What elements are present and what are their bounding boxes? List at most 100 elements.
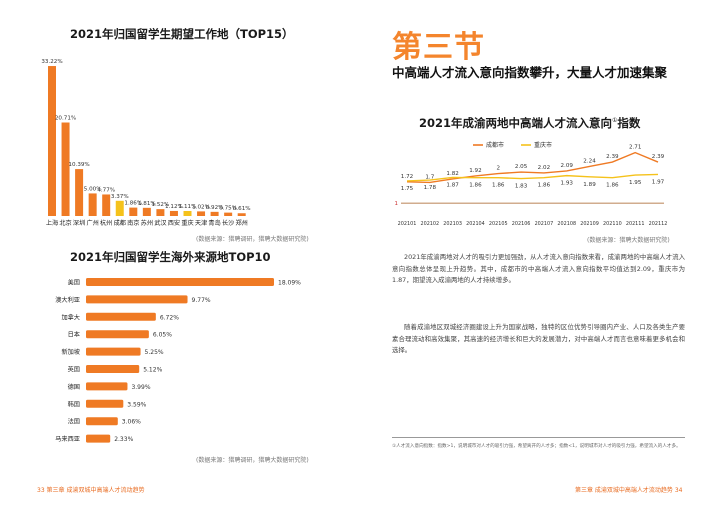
footnote-divider (392, 437, 685, 438)
chart2-origin-bar-chart: 美国 18.09% 澳大利亚 9.77% 加拿大 6.72% 日本 6.05% 新加坡 5.25%… (55, 278, 301, 443)
chart2-bar (86, 347, 141, 356)
chart1-data-label: 33.22% (41, 59, 62, 65)
chart1-bar (129, 207, 138, 216)
chart1-category-label: 广州 (86, 219, 98, 227)
chart2-data-label: 9.77% (192, 297, 211, 304)
right-page: 第三节 中高端人才流入意向指数攀升，大量人才加速集聚 2021年成渝两地中高端人… (355, 0, 710, 512)
chart2-category-label: 日本 (68, 331, 80, 339)
chart1-data-label: 1.12% (165, 204, 183, 210)
chart2-bar (86, 365, 140, 373)
chart2-bar (86, 382, 128, 391)
chart1-bar (169, 210, 178, 216)
chart3-legend-label: 重庆市 (534, 141, 552, 149)
chart2-bar (86, 330, 149, 339)
chart3-data-label: 1.95 (629, 180, 642, 186)
chart3-data-label: 1.93 (560, 181, 573, 187)
chart1-bar (115, 200, 124, 216)
right-footer: 第三章 成渝双城中高端人才流动趋势 34 (575, 487, 683, 494)
chart1-bar (88, 193, 97, 216)
chart3-data-label: 2.09 (560, 163, 573, 169)
chart2-data-label: 2.33% (114, 436, 133, 443)
chart3-title-tail: 指数 (617, 116, 641, 130)
chart3-x-tick-label: 202105 (489, 221, 508, 227)
chart3-x-tick-label: 202111 (626, 221, 645, 227)
chart1-data-label: 1.02% (192, 204, 210, 210)
chart2-bar (86, 312, 156, 321)
chart2-category-label: 法国 (68, 418, 80, 426)
chart2-data-label: 6.72% (160, 314, 179, 321)
chart1-data-label: 20.71% (55, 116, 76, 122)
chart3-title-footnote-mark: ① (612, 117, 618, 125)
chart2-bar (86, 399, 124, 408)
chart2-category-label: 马来西亚 (55, 435, 80, 443)
chart2-category-label: 美国 (68, 279, 80, 287)
chart3-data-label: 2.24 (583, 158, 596, 164)
chart1-workplace-bar-chart: 33.22% 上海 20.71% 北京 10.39% 深圳 5.00% 广州 4.77% 杭州 3.… (41, 59, 251, 227)
chart3-data-label: 1.7 (425, 174, 434, 180)
chart3-data-label: 1.86 (492, 183, 505, 189)
chart2-category-label: 德国 (68, 383, 80, 391)
chart3-data-label: 1.87 (446, 182, 459, 188)
chart3-series-line (406, 173, 659, 182)
chart3-x-tick-label: 202109 (580, 221, 599, 227)
chart1-bar (183, 210, 192, 216)
chart3-data-label: 1.75 (401, 186, 414, 192)
chart1-data-label: 1.52% (152, 202, 170, 208)
chart2-data-label: 5.25% (145, 349, 164, 356)
chart1-bar (156, 209, 165, 216)
section-heading: 第三节 (392, 30, 485, 65)
chart1-data-label: 0.61% (233, 206, 251, 212)
chart3-data-label: 1.83 (515, 184, 528, 190)
chart1-category-label: 上海 (46, 219, 58, 227)
chart3-legend-label: 成都市 (486, 141, 504, 149)
chart3-data-label: 2.71 (629, 145, 642, 151)
chart3-data-label: 2 (496, 166, 500, 172)
chart1-data-label: 0.75% (219, 206, 237, 212)
chart2-data-label: 3.06% (122, 419, 141, 426)
chart3-data-label: 1.78 (424, 185, 437, 191)
chart2-category-label: 澳大利亚 (55, 296, 80, 304)
chart3-data-label: 1.89 (583, 182, 596, 188)
chart2-category-label: 新加坡 (61, 348, 80, 356)
chart3-reference-label: 1 (395, 201, 399, 207)
chart1-category-label: 苏州 (141, 219, 153, 227)
chart1-data-label: 0.92% (206, 205, 224, 211)
chart2-bar (86, 417, 118, 426)
chart2-bar (86, 295, 188, 304)
chart1-data-label: 10.39% (68, 162, 89, 168)
chart1-data-label: 1.81% (138, 201, 156, 207)
chart3-x-tick-label: 202106 (512, 221, 531, 227)
left-page: 2021年归国留学生期望工作地（TOP15） 33.22% 上海 20.71% 北京 1… (37, 27, 309, 494)
chart1-category-label: 深圳 (73, 219, 85, 227)
chart3-data-label: 2.02 (538, 165, 550, 171)
chart3-data-label: 1.97 (652, 179, 665, 185)
chart1-category-label: 长沙 (222, 219, 234, 227)
chart1-bar (197, 211, 206, 216)
chart1-data-label: 1.86% (124, 201, 142, 207)
chart1-category-label: 南京 (127, 219, 139, 227)
chart3-inflow-index-line-chart: 成都市 重庆市 1 1.72 1.7 1.82 1.92 2 2.05 2.02 2.09 2.24 2… (395, 141, 668, 227)
chart1-data-label: 1.11% (179, 204, 197, 210)
chart2-data-label: 3.59% (127, 401, 146, 408)
chart2-title: 2021年归国留学生海外来源地TOP10 (70, 250, 271, 264)
chart1-category-label: 北京 (59, 219, 71, 227)
chart3-data-label: 2.39 (652, 154, 665, 160)
chart3-x-tick-label: 202110 (603, 221, 622, 227)
paragraph-2: 随着成渝地区双城经济圈建设上升为国家战略，独特的区位优势引导圈内产业、人口及各类… (392, 323, 685, 354)
section-subheading: 中高端人才流入意向指数攀升，大量人才加速集聚 (392, 65, 668, 80)
chart1-bar (224, 212, 233, 216)
chart1-category-label: 郑州 (236, 219, 248, 227)
chart3-x-tick-label: 202104 (466, 221, 485, 227)
chart3-data-label: 1.72 (401, 174, 413, 180)
chart2-category-label: 英国 (68, 366, 80, 374)
chart1-data-label: 3.37% (111, 194, 129, 200)
chart2-data-label: 18.09% (278, 280, 301, 287)
chart3-title: 2021年成渝两地中高端人才流入意向①指数 (419, 115, 640, 131)
chart1-data-label: 4.77% (97, 187, 115, 193)
chart3-x-tick-label: 202103 (443, 221, 462, 227)
chart1-bar (210, 211, 219, 216)
chart1-data-label: 5.00% (84, 186, 102, 192)
chart3-data-label: 1.82 (446, 171, 458, 177)
chart2-data-label: 3.99% (131, 384, 150, 391)
chart3-title-main: 2021年成渝两地中高端人才流入意向 (419, 116, 613, 130)
